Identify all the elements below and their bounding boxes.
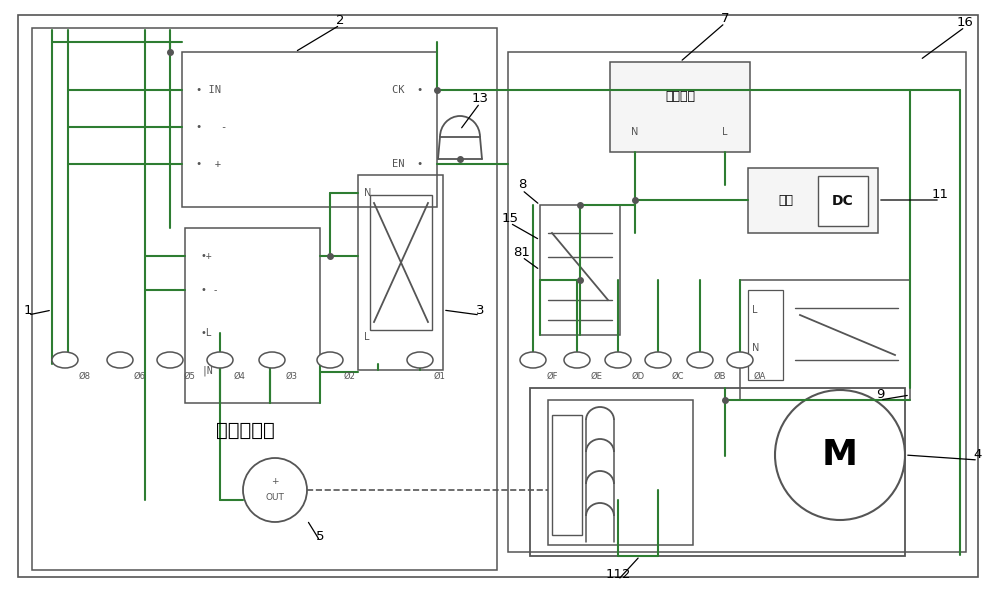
Text: ØB: ØB (714, 372, 726, 381)
Text: 13: 13 (472, 92, 488, 105)
Bar (740, 280, 910, 400)
Text: ØD: ØD (632, 372, 645, 381)
Text: EN  •: EN • (392, 159, 423, 169)
Text: Ø4: Ø4 (234, 372, 246, 381)
Ellipse shape (645, 352, 671, 368)
Text: OUT: OUT (266, 493, 284, 503)
Text: ØA: ØA (754, 372, 766, 381)
Text: 16: 16 (957, 15, 973, 29)
Text: CK  •: CK • (392, 85, 423, 95)
Text: •+: •+ (201, 251, 213, 261)
Text: +: + (271, 478, 279, 487)
Bar (182, 52, 437, 207)
Bar (508, 52, 966, 552)
Ellipse shape (564, 352, 590, 368)
Bar (530, 388, 905, 556)
Bar (548, 400, 693, 545)
Text: 15: 15 (502, 211, 518, 224)
Text: ØE: ØE (591, 372, 603, 381)
Bar (358, 175, 443, 370)
Text: N: N (364, 188, 371, 198)
Text: 7: 7 (721, 11, 729, 24)
Text: • -: • - (201, 285, 219, 295)
Text: 1: 1 (24, 303, 32, 317)
Text: Ø1: Ø1 (434, 372, 446, 381)
Bar (540, 205, 620, 335)
Text: |N: |N (201, 366, 213, 376)
Text: 4: 4 (974, 449, 982, 462)
Text: 2: 2 (336, 14, 344, 27)
Text: 9: 9 (876, 389, 884, 402)
Ellipse shape (317, 352, 343, 368)
Text: Ø2: Ø2 (344, 372, 356, 381)
Ellipse shape (207, 352, 233, 368)
Text: Ø8: Ø8 (79, 372, 91, 381)
Text: ØF: ØF (547, 372, 558, 381)
Bar (32, 28, 497, 570)
Ellipse shape (687, 352, 713, 368)
Ellipse shape (157, 352, 183, 368)
Text: 防滑钩装置: 防滑钩装置 (216, 421, 274, 440)
Text: 8: 8 (518, 178, 526, 192)
Text: Ø3: Ø3 (286, 372, 298, 381)
Ellipse shape (727, 352, 753, 368)
Text: Ø6: Ø6 (134, 372, 146, 381)
Ellipse shape (107, 352, 133, 368)
Bar (748, 290, 783, 380)
Text: L: L (722, 127, 728, 137)
Text: Ø5: Ø5 (184, 372, 196, 381)
Text: 3: 3 (476, 303, 484, 317)
Bar (185, 228, 320, 403)
Text: 塔机电源: 塔机电源 (665, 90, 695, 104)
Ellipse shape (407, 352, 433, 368)
Text: •  +: • + (196, 159, 221, 169)
Text: •L: •L (201, 328, 213, 338)
Text: 11: 11 (932, 189, 948, 202)
Text: N: N (631, 127, 639, 137)
Text: 涡流: 涡流 (778, 195, 794, 208)
Text: L: L (364, 332, 370, 342)
Ellipse shape (520, 352, 546, 368)
Ellipse shape (259, 352, 285, 368)
Text: 5: 5 (316, 530, 324, 543)
Ellipse shape (52, 352, 78, 368)
Text: ØC: ØC (672, 372, 684, 381)
Bar (748, 168, 878, 233)
Text: • IN: • IN (196, 85, 221, 95)
Text: DC: DC (832, 194, 854, 208)
Bar (552, 415, 582, 535)
Text: •   -: • - (196, 122, 227, 132)
Text: 81: 81 (514, 246, 530, 258)
Text: N: N (752, 343, 759, 353)
Ellipse shape (605, 352, 631, 368)
Text: M: M (822, 438, 858, 472)
Text: 112: 112 (605, 568, 631, 581)
Bar (610, 62, 750, 152)
Text: L: L (752, 305, 758, 315)
Bar (370, 195, 432, 330)
Bar (818, 176, 868, 226)
